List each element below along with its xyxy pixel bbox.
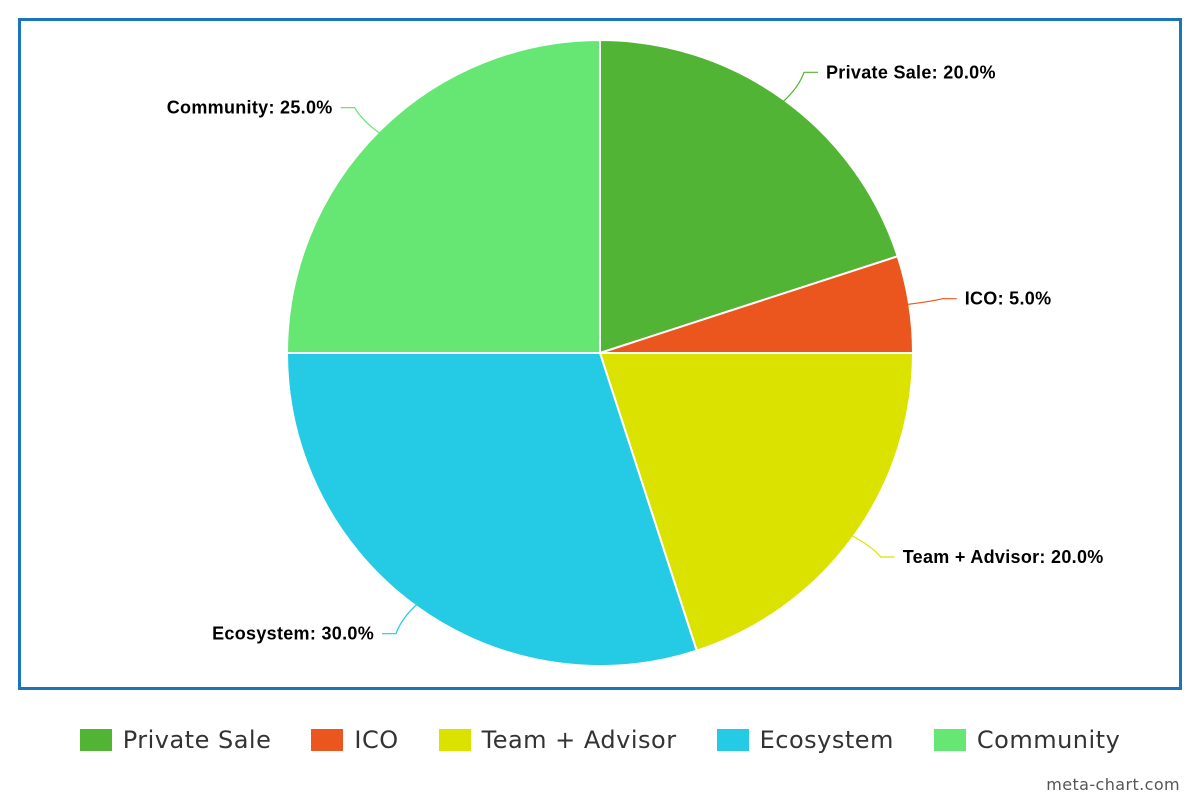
legend-swatch <box>438 729 471 751</box>
legend-label: Private Sale <box>122 726 272 754</box>
slice-private-sale <box>599 39 899 354</box>
legend-label: Community <box>976 726 1121 754</box>
slice-ecosystem <box>286 352 698 667</box>
legend-swatch <box>311 729 344 751</box>
leader-line-ico <box>905 298 957 306</box>
slice-label-ecosystem: Ecosystem: 30.0% <box>212 624 374 644</box>
legend-swatch <box>716 729 749 751</box>
leader-line-private-sale <box>781 71 818 104</box>
slice-label-team-advisor: Team + Advisor: 20.0% <box>903 547 1104 567</box>
leader-line-ecosystem <box>382 602 419 635</box>
legend-item-community[interactable]: Community <box>933 726 1121 754</box>
legend-swatch <box>933 729 966 751</box>
slice-label-ico: ICO: 5.0% <box>965 289 1052 309</box>
leader-line-team-advisor <box>849 534 895 558</box>
slice-community <box>286 39 601 354</box>
leader-line-community <box>340 107 382 135</box>
legend-label: Ecosystem <box>759 726 894 754</box>
chart-frame <box>18 18 1182 690</box>
leader-lines <box>340 71 957 635</box>
legend-item-ico[interactable]: ICO <box>311 726 398 754</box>
slice-label-community: Community: 25.0% <box>167 98 333 118</box>
slice-labels: Private Sale: 20.0% ICO: 5.0% Team + Advis… <box>167 62 1104 643</box>
legend: Private Sale ICO Team + Advisor Ecosystem Co… <box>0 718 1200 762</box>
legend-item-private-sale[interactable]: Private Sale <box>79 726 272 754</box>
legend-item-ecosystem[interactable]: Ecosystem <box>716 726 894 754</box>
legend-label: Team + Advisor <box>481 726 677 754</box>
watermark-text: meta-chart.com <box>1046 775 1180 794</box>
legend-item-team-advisor[interactable]: Team + Advisor <box>438 726 677 754</box>
legend-label: ICO <box>354 726 399 754</box>
slice-label-private-sale: Private Sale: 20.0% <box>826 62 996 82</box>
pie-slices <box>286 39 914 667</box>
legend-swatch <box>79 729 112 751</box>
